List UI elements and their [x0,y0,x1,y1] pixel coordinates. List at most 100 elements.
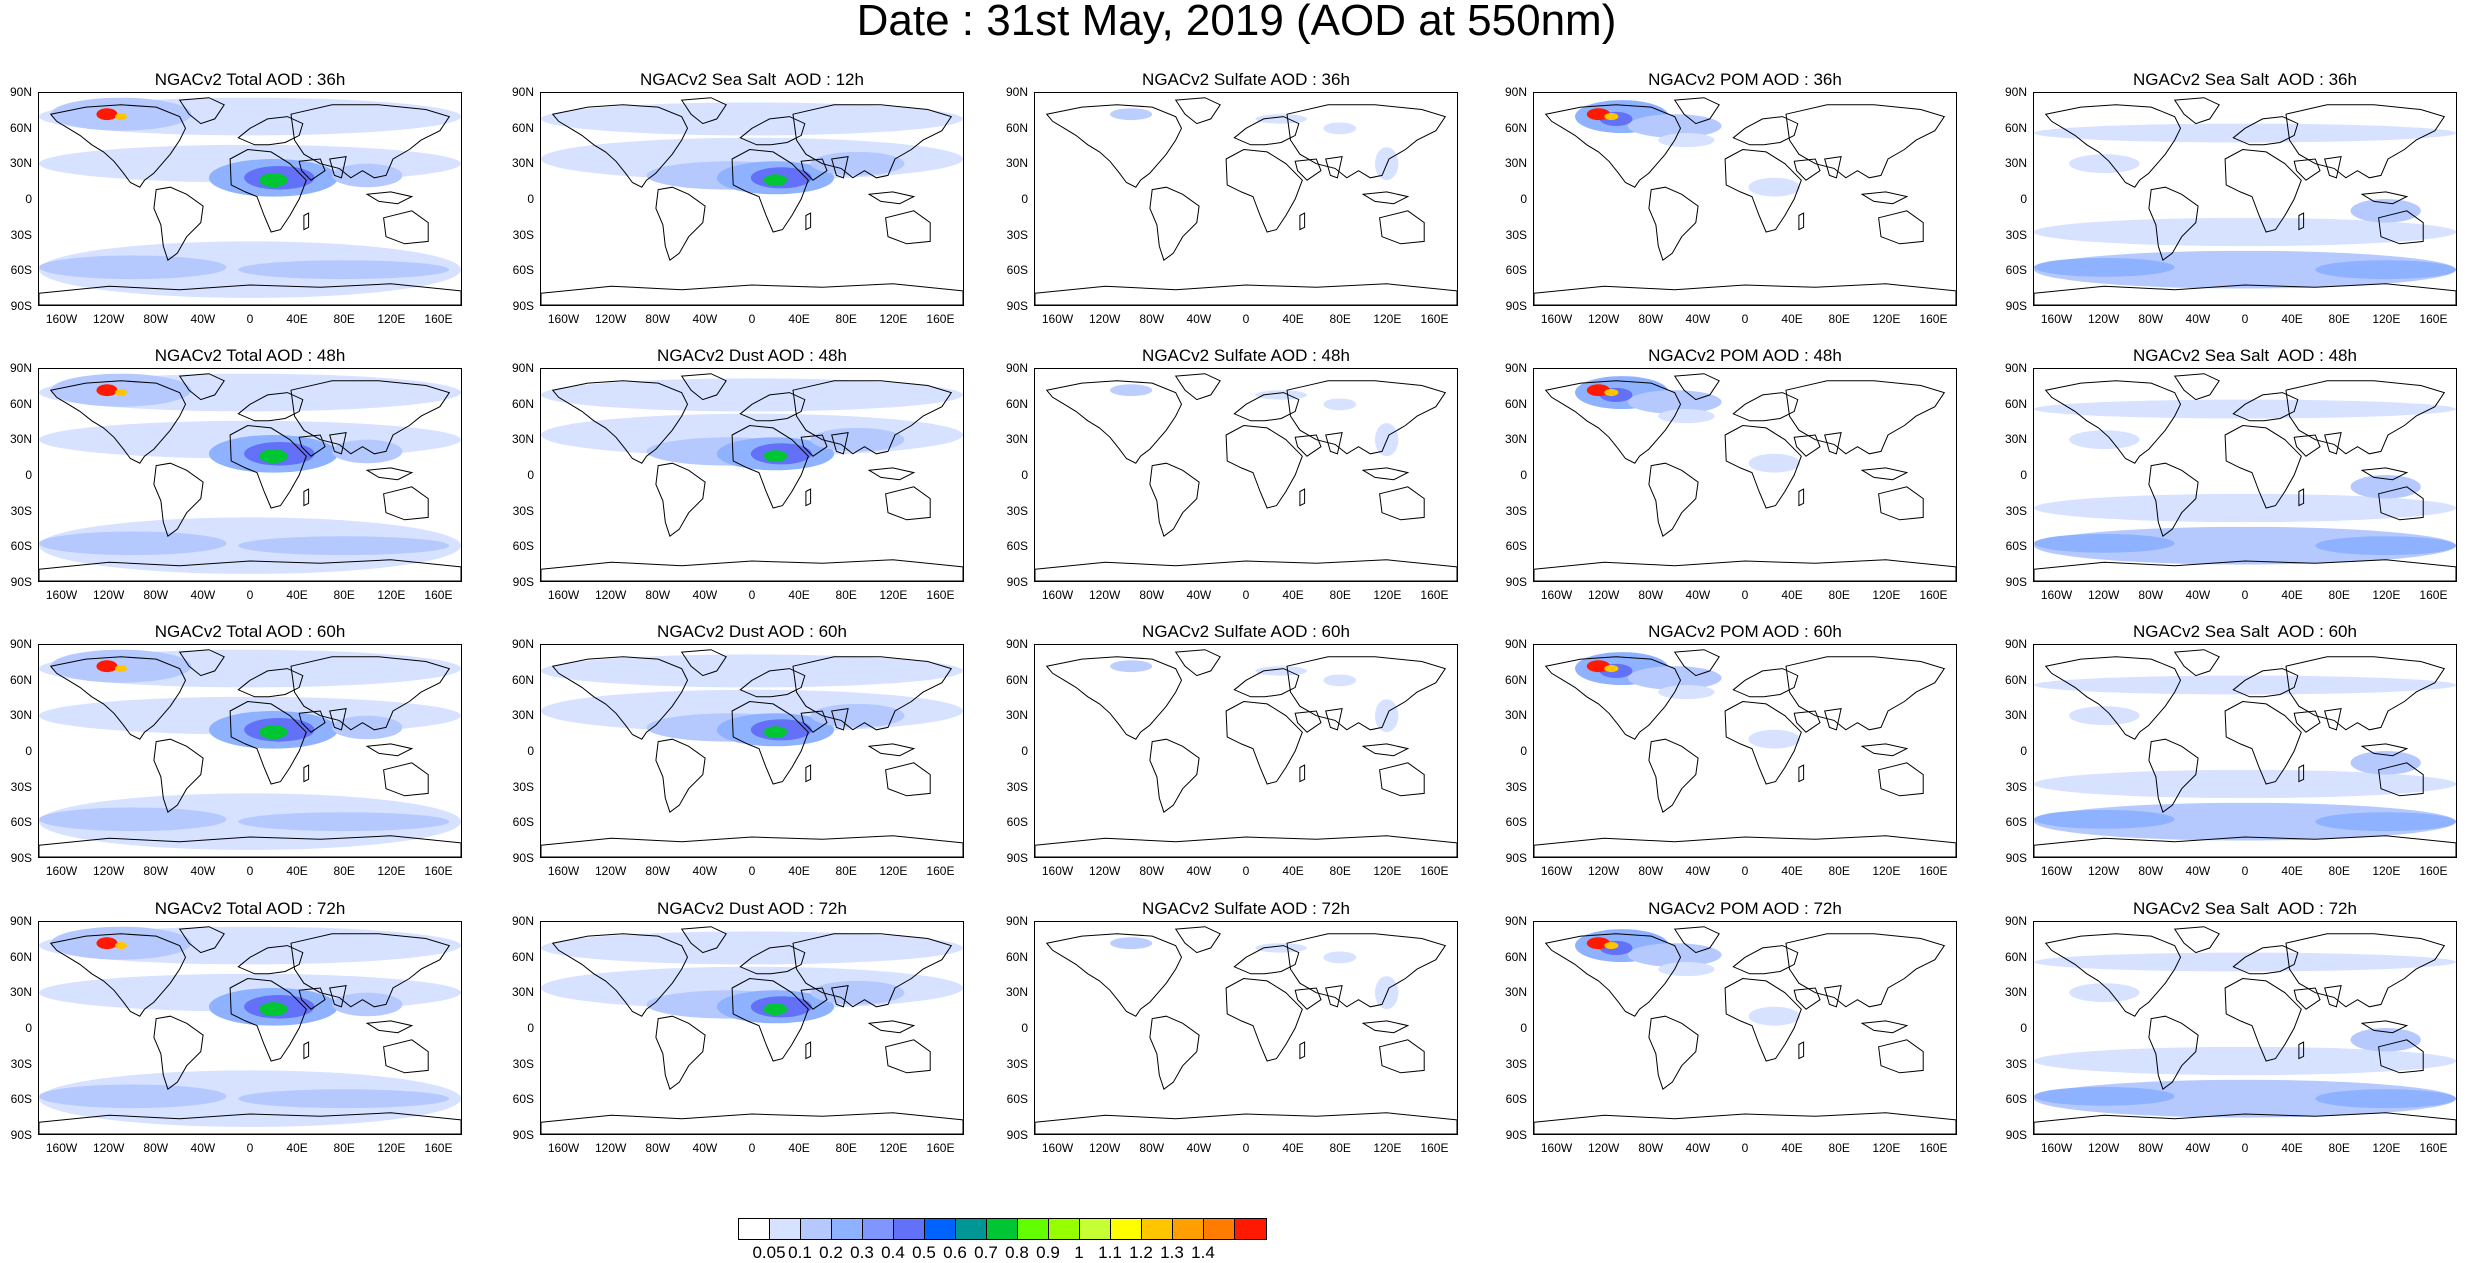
aod-region [96,108,118,121]
lon-tick-label: 160W [2040,588,2073,602]
lon-tick-label: 160W [1540,864,1573,878]
aod-region [39,1084,227,1109]
lat-tick-label: 90N [1504,361,1527,375]
aod-region [2034,952,2456,972]
aod-region [1658,962,1715,977]
coastline [2324,708,2342,731]
colorbar-label: 0.5 [912,1243,936,1262]
world-map [541,97,963,305]
aod-region [1658,409,1715,424]
panel-title: NGACv2 Sulfate AOD : 72h [1142,899,1350,918]
coastline [1045,933,1183,1017]
coastlines [2034,373,2456,581]
coastline [1732,392,1799,422]
lon-tick-label: 160E [1420,1141,1449,1155]
map-plot-area [2033,368,2457,582]
aod-region [238,536,450,556]
lat-tick-label: 90S [1505,299,1527,313]
coastline [2034,835,2456,857]
coastline [551,933,689,1017]
lon-tick-label: 120W [92,864,125,878]
coastline [1544,104,1682,188]
aod-region [238,1089,450,1109]
lat-tick-label: 0 [1520,744,1527,758]
map-plot-area [2033,92,2457,306]
lon-tick-label: 80E [2328,864,2350,878]
lat-tick-label: 30N [511,708,534,723]
aod-field [39,373,461,574]
lat-tick-label: 90N [511,914,534,928]
lat-tick-label: 30N [2004,985,2027,1000]
map-panel: NGACv2 Sulfate AOD : 48h 90N 60N 30N 0 30S 60S… [996,346,1496,608]
lat-tick-label: 30N [1005,432,1028,447]
lon-tick-label: 80W [1638,312,1664,326]
aod-region [810,980,905,1005]
lat-tick-label: 30N [511,156,534,171]
coastline [1225,148,1303,233]
lat-tick-label: 60N [1005,672,1028,687]
coastline [831,708,849,731]
coastline [383,210,429,245]
aod-region [1627,390,1722,414]
aod-region [2315,812,2456,832]
coastline [2285,656,2446,731]
lat-tick-label: 30N [1504,432,1527,447]
coastline [831,432,849,455]
coastline [2173,97,2220,125]
lon-tick-label: 40W [2185,864,2211,878]
panel-title: NGACv2 Dust AOD : 60h [657,622,847,641]
coastline [237,116,304,146]
lat-tick-label: 60N [1005,396,1028,411]
lon-tick-label: 40W [2185,588,2211,602]
lat-tick-label: 0 [25,744,32,758]
lat-tick-label: 30N [9,432,32,447]
coastlines [39,926,461,1134]
coastline [290,104,451,179]
lon-tick-label: 120E [377,1141,406,1155]
lat-tick-label: 60S [512,263,534,278]
lat-tick-label: 30N [2004,432,2027,447]
lon-tick-label: 0 [1242,312,1250,326]
coastlines [1534,926,1956,1134]
aod-region [1604,113,1619,121]
lon-tick-label: 120E [1872,864,1901,878]
lat-tick-label: 30N [1005,985,1028,1000]
aod-field [1110,384,1399,457]
coastline [178,373,225,401]
aod-region [763,174,788,187]
colorbar-swatch [987,1219,1018,1239]
lat-tick-label: 60N [9,672,32,687]
coastline [2293,987,2321,1010]
coastline [1149,186,1200,262]
coastline [1824,708,1842,731]
lat-tick-label: 90N [511,85,534,99]
lon-tick-label: 40E [1781,312,1803,326]
lat-tick-label: 90S [1505,575,1527,589]
coastline [655,1015,706,1091]
lon-tick-label: 80W [143,312,169,326]
coastline [831,985,849,1008]
lon-tick-label: 80W [1139,864,1165,878]
world-map [2034,926,2456,1134]
lon-tick-label: 80W [2138,864,2164,878]
coastline [1286,933,1447,1008]
coastline [1860,467,1909,481]
lon-tick-label: 160E [926,312,955,326]
lon-tick-label: 120E [2372,588,2401,602]
coastlines [541,926,963,1134]
lat-tick-label: 0 [527,192,534,206]
coastline [792,933,953,1008]
map-panel: NGACv2 Sea Salt AOD : 72h 90N 60N 30N 0 30S 60… [1995,899,2473,1161]
coastline [298,158,326,181]
figure-title: Date : 31st May, 2019 (AOD at 550nm) [856,0,1617,45]
lon-tick-label: 40W [1186,1141,1212,1155]
map-panel: NGACv2 Total AOD : 60h 90N 60N 30N 0 30S 60S 90… [0,622,500,884]
lat-tick-label: 0 [1021,468,1028,482]
lat-tick-label: 30N [2004,708,2027,723]
coastlines [1035,926,1457,1134]
coastlines [2034,649,2456,857]
coastlines [2034,926,2456,1134]
coastline [731,700,809,785]
aod-field [1575,100,1801,197]
coastline [2173,649,2220,677]
